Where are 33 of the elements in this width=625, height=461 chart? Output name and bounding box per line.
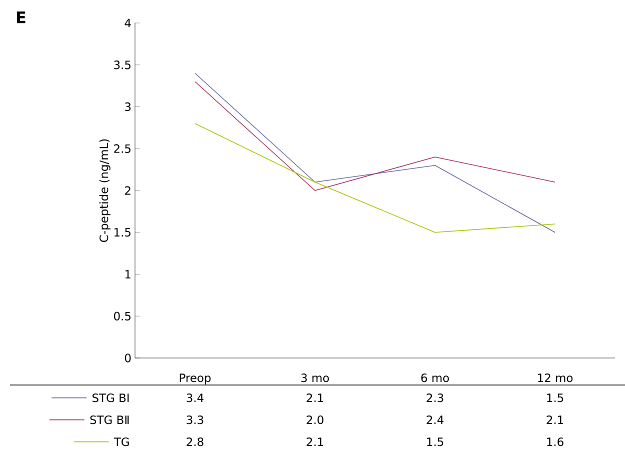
x-tick-label: Preop bbox=[180, 374, 211, 384]
text: E bbox=[16, 12, 26, 24]
line-series bbox=[194, 72, 556, 233]
y-tick-label: 2.5 bbox=[114, 144, 130, 153]
y-tick-label: 2 bbox=[125, 186, 130, 195]
y-tick-label: 3.5 bbox=[114, 60, 130, 70]
data-label: 3.3 bbox=[186, 415, 204, 424]
y-tick-label: 3 bbox=[125, 102, 131, 112]
y-tick-label: 0.5 bbox=[114, 312, 130, 320]
y-axis-title: C-peptide (ng/mL) bbox=[99, 139, 110, 242]
x-tick-label: 12 mo bbox=[538, 373, 573, 382]
data-label: 3.4 bbox=[186, 393, 204, 402]
line-series bbox=[194, 123, 556, 233]
data-label: 2.4 bbox=[426, 415, 444, 424]
y-tick-label: 1 bbox=[125, 270, 130, 278]
data-label: 2.8 bbox=[186, 437, 204, 446]
legend-label: STG BⅡ bbox=[90, 415, 129, 424]
data-label: 2.0 bbox=[306, 415, 324, 424]
data-label: 2.1 bbox=[306, 437, 324, 446]
y-tick-label: 0 bbox=[124, 354, 131, 362]
data-label: 1.6 bbox=[547, 437, 564, 446]
x-tick-label: 6 mo bbox=[421, 373, 449, 382]
line-series bbox=[194, 81, 556, 191]
data-label: 1.5 bbox=[547, 394, 564, 402]
legend-label: STG BⅠ bbox=[92, 393, 129, 402]
y-tick-label: 1.5 bbox=[114, 228, 130, 237]
data-label: 1.5 bbox=[427, 438, 444, 446]
data-label: 2.1 bbox=[546, 415, 564, 424]
data-label: 2.1 bbox=[306, 393, 324, 402]
data-label: 2.3 bbox=[426, 393, 444, 402]
legend-label: TG bbox=[114, 437, 129, 446]
x-tick-label: 3 mo bbox=[301, 373, 329, 382]
y-tick-label: 4 bbox=[124, 18, 131, 28]
